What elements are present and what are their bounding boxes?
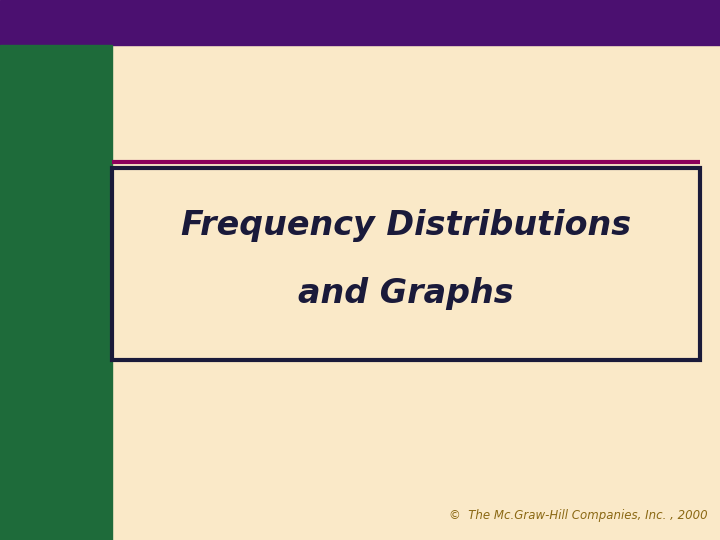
Text: ©  The Mc.Graw-Hill Companies, Inc. , 2000: © The Mc.Graw-Hill Companies, Inc. , 200… — [449, 509, 708, 522]
Text: and Graphs: and Graphs — [298, 278, 514, 310]
Bar — [112, 168, 700, 360]
Text: Frequency Distributions: Frequency Distributions — [181, 210, 631, 242]
Bar — [0, 0, 720, 45]
Bar — [0, 45, 112, 540]
